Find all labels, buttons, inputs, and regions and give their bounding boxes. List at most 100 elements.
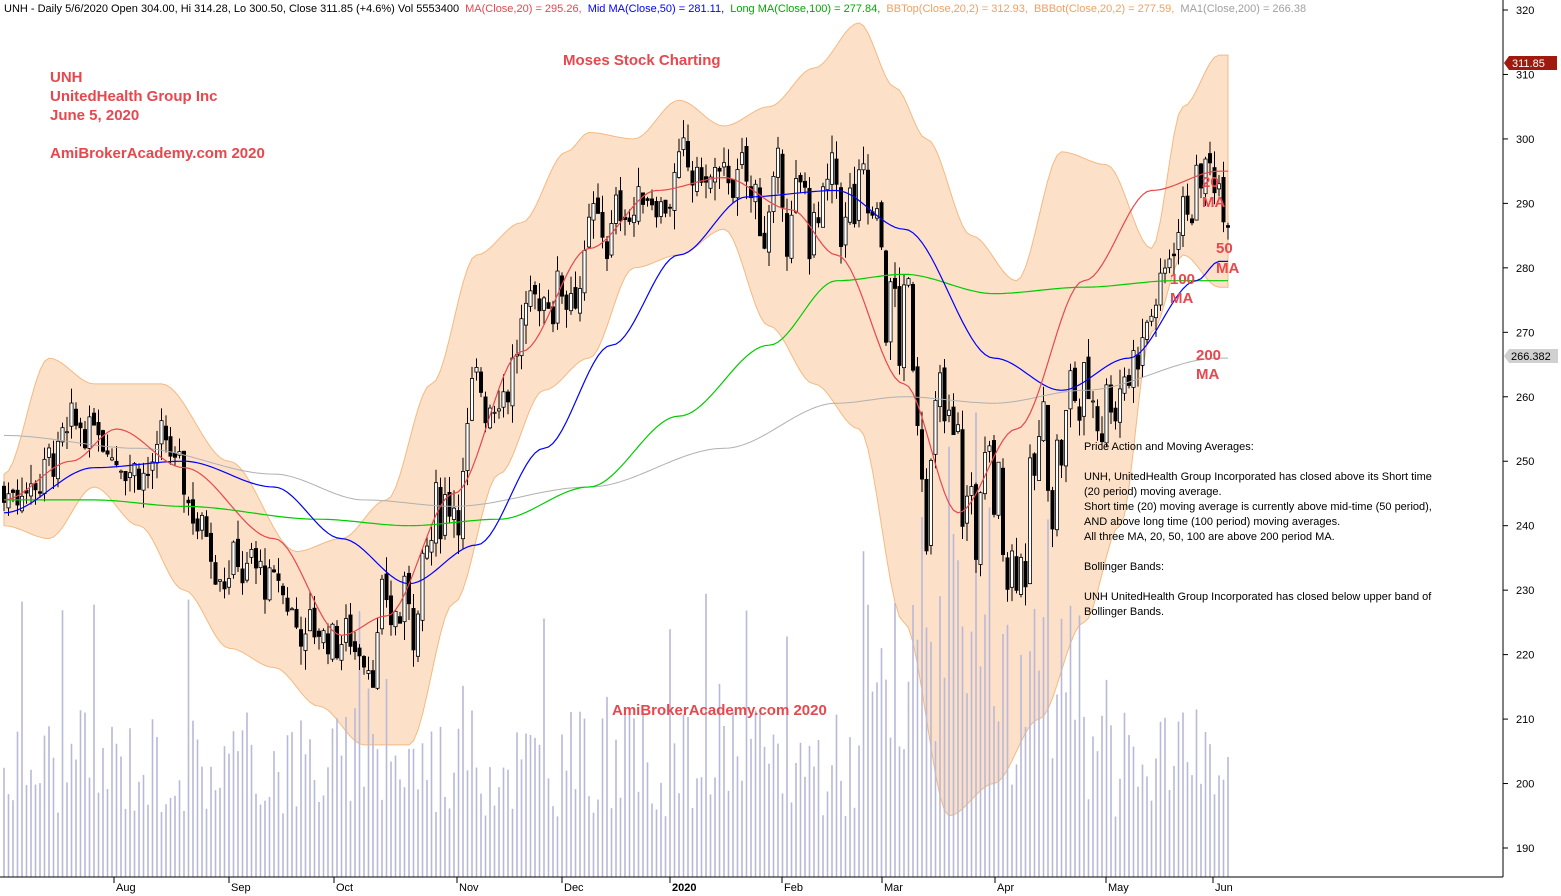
candlestick bbox=[924, 468, 929, 555]
note-line: Short time (20) moving average is curren… bbox=[1084, 501, 1432, 513]
candlestick bbox=[294, 597, 299, 630]
candlestick bbox=[195, 512, 200, 540]
header-info: UNH - Daily 5/6/2020 Open 304.00, Hi 314… bbox=[4, 3, 1306, 15]
candlestick bbox=[235, 520, 240, 572]
candlestick bbox=[1172, 242, 1177, 275]
candlestick bbox=[969, 472, 974, 515]
ma200-price-tag: 266.382 bbox=[1504, 349, 1558, 363]
candlestick bbox=[231, 540, 236, 579]
candlestick bbox=[1032, 452, 1037, 491]
candlestick bbox=[564, 290, 569, 328]
candlestick bbox=[834, 141, 839, 199]
candlestick bbox=[330, 622, 335, 662]
candlestick bbox=[771, 171, 776, 224]
candlestick bbox=[496, 390, 501, 419]
candlestick bbox=[627, 209, 632, 225]
candlestick bbox=[686, 124, 691, 172]
candlestick bbox=[465, 407, 470, 486]
candlestick bbox=[1100, 416, 1105, 450]
candlestick bbox=[285, 587, 290, 616]
candlestick bbox=[1131, 339, 1136, 403]
y-tick-label: 250 bbox=[1516, 456, 1534, 468]
y-tick-label: 240 bbox=[1516, 521, 1534, 533]
candlestick bbox=[478, 367, 483, 398]
candlestick bbox=[668, 203, 673, 217]
candlestick bbox=[713, 157, 718, 201]
candlestick bbox=[83, 421, 88, 450]
candlestick bbox=[110, 448, 115, 462]
candlestick bbox=[1118, 369, 1123, 438]
candlestick bbox=[96, 409, 101, 452]
candlestick bbox=[578, 276, 583, 322]
candlestick bbox=[258, 549, 263, 576]
candlestick bbox=[780, 149, 785, 222]
candlestick bbox=[1046, 404, 1051, 502]
candlestick bbox=[60, 422, 65, 447]
candlestick bbox=[159, 408, 164, 460]
candlestick bbox=[1010, 544, 1015, 602]
candlestick bbox=[1050, 486, 1055, 548]
candlestick bbox=[848, 173, 853, 225]
candlestick bbox=[114, 446, 119, 468]
ma200-annotation-number: 200 bbox=[1196, 347, 1221, 364]
candlestick bbox=[1023, 543, 1028, 606]
note-line: Bollinger Bands: bbox=[1084, 561, 1164, 573]
candlestick bbox=[902, 274, 907, 382]
candlestick bbox=[740, 137, 745, 169]
candlestick bbox=[132, 462, 137, 493]
candlestick bbox=[672, 163, 677, 230]
candlestick bbox=[127, 454, 132, 492]
candlestick bbox=[69, 388, 74, 439]
candlestick bbox=[78, 417, 83, 447]
candlestick bbox=[933, 391, 938, 469]
candlestick bbox=[1059, 439, 1064, 479]
candlestick bbox=[397, 612, 402, 624]
candlestick bbox=[1113, 401, 1118, 430]
candlestick bbox=[1167, 249, 1172, 274]
candlestick bbox=[1158, 258, 1163, 311]
candlestick bbox=[1104, 378, 1109, 447]
candlestick bbox=[1163, 259, 1168, 284]
candlestick bbox=[659, 196, 664, 224]
candlestick bbox=[289, 607, 294, 611]
candlestick bbox=[681, 120, 686, 157]
candlestick bbox=[596, 183, 601, 214]
candlestick bbox=[938, 364, 943, 423]
candlestick bbox=[424, 536, 429, 560]
x-axis-ticks: Aug Sep Oct Nov Dec 2020 Feb Mar Apr May Jun bbox=[113, 877, 1233, 894]
candlestick bbox=[1212, 151, 1217, 205]
volume-bars bbox=[3, 412, 1229, 877]
candlestick bbox=[645, 196, 650, 207]
candlestick bbox=[1095, 399, 1100, 441]
candlestick bbox=[222, 567, 227, 599]
candlestick bbox=[816, 201, 821, 228]
candlestick bbox=[1127, 368, 1132, 389]
candlestick bbox=[1149, 309, 1154, 327]
ma20-annotation-suffix: MA bbox=[1202, 194, 1225, 211]
candlestick bbox=[28, 464, 33, 505]
y-tick-label: 230 bbox=[1516, 585, 1534, 597]
candlestick bbox=[663, 199, 668, 218]
x-tick-label: 2020 bbox=[672, 882, 696, 894]
candlestick bbox=[253, 540, 258, 584]
note-line: UNH, UnitedHealth Group Incorporated has… bbox=[1084, 471, 1432, 483]
candlestick bbox=[474, 358, 479, 381]
y-tick-label: 220 bbox=[1516, 650, 1534, 662]
x-tick-label: May bbox=[1108, 882, 1129, 894]
candlestick bbox=[244, 551, 249, 583]
candlestick bbox=[600, 195, 605, 249]
candlestick bbox=[879, 200, 884, 251]
candlestick bbox=[438, 477, 443, 554]
candlesticks bbox=[2, 120, 1231, 690]
candlestick bbox=[866, 154, 871, 225]
candlestick bbox=[199, 512, 204, 540]
note-line: All three MA, 20, 50, 100 are above 200 … bbox=[1084, 531, 1335, 543]
candlestick bbox=[1014, 537, 1019, 594]
candlestick bbox=[587, 203, 592, 249]
candlestick bbox=[325, 623, 330, 665]
candlestick bbox=[794, 160, 799, 214]
header-bbbot: BBBot(Close,20,2) = 277.59, bbox=[1034, 3, 1174, 15]
candlestick bbox=[830, 135, 835, 204]
y-tick-label: 190 bbox=[1516, 843, 1534, 855]
